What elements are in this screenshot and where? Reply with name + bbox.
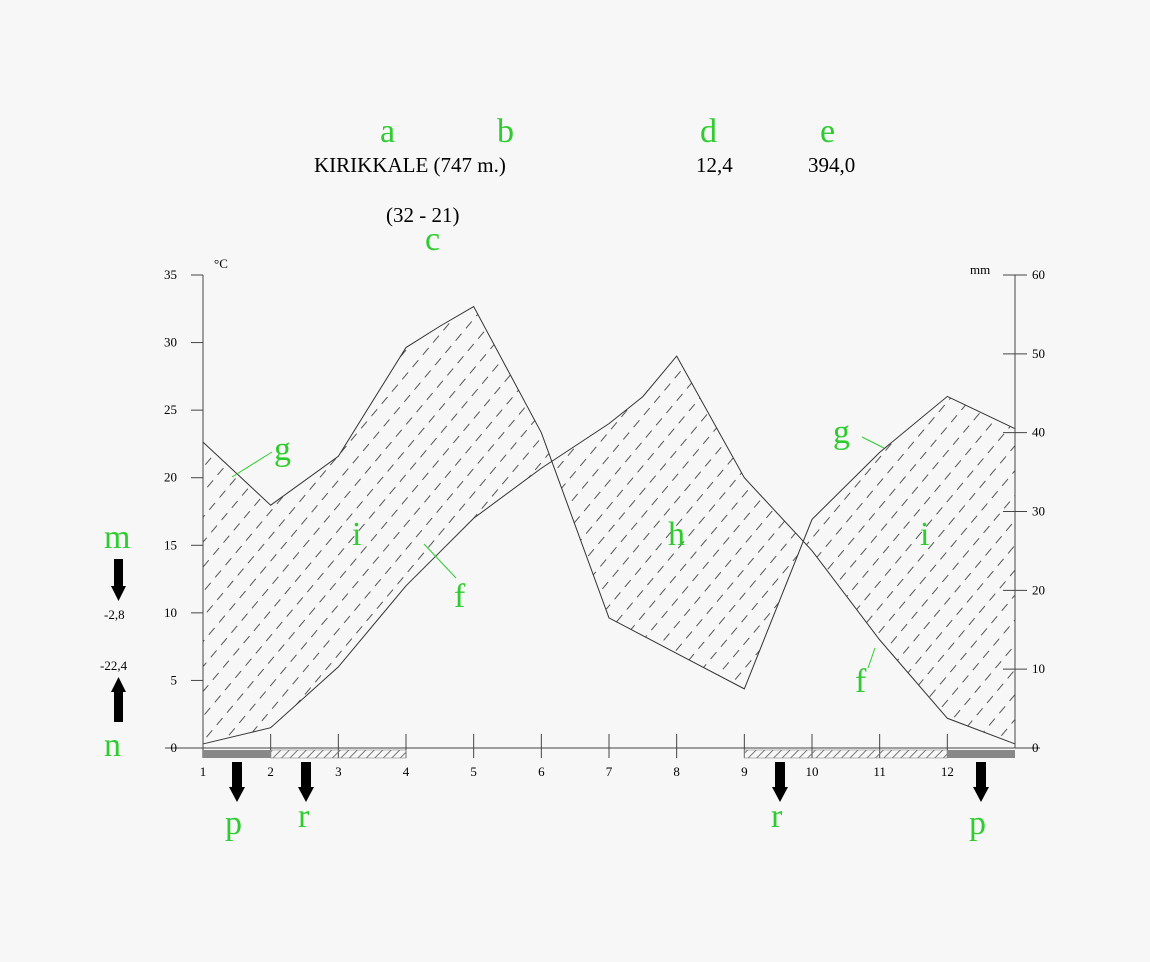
x-tick-label: 6 xyxy=(538,764,545,779)
x-tick-label: 9 xyxy=(741,764,748,779)
right-tick-label: 10 xyxy=(1032,661,1045,676)
possible-frost-bar xyxy=(270,749,407,759)
leader-g-right xyxy=(861,436,885,449)
x-tick-label: 1 xyxy=(200,764,207,779)
right-tick-label: 0 xyxy=(1032,740,1039,755)
letter-i-right: i xyxy=(920,516,929,553)
certain-frost-bar xyxy=(203,750,271,758)
arrow-up-icon xyxy=(111,677,126,722)
left-tick-label: 10 xyxy=(164,605,177,620)
right-tick-label: 30 xyxy=(1032,504,1045,519)
letter-i-left: i xyxy=(352,516,361,553)
right-tick-label: 50 xyxy=(1032,346,1045,361)
absolute-min: -22,4 xyxy=(100,658,128,673)
arrow-down-icon xyxy=(229,762,245,802)
x-tick-label: 7 xyxy=(606,764,613,779)
letter-c: c xyxy=(425,221,440,258)
arrow-down-icon xyxy=(772,762,788,802)
arrow-down-icon xyxy=(111,559,126,601)
right-tick-label: 60 xyxy=(1032,267,1045,282)
arrow-down-icon xyxy=(973,762,989,802)
area-layer xyxy=(202,305,1016,745)
letter-d: d xyxy=(700,113,717,150)
certain-frost-bar xyxy=(947,750,1015,758)
right-tick-label: 40 xyxy=(1032,425,1045,440)
hatched-area xyxy=(203,306,1015,744)
temperature-line xyxy=(202,355,1016,745)
x-tick-label: 2 xyxy=(267,764,274,779)
precipitation-line xyxy=(202,305,1016,690)
letter-p-left: p xyxy=(225,805,242,842)
right-tick-label: 20 xyxy=(1032,582,1045,597)
left-tick-label: 25 xyxy=(164,402,177,417)
letter-r-left: r xyxy=(298,798,310,835)
x-tick-label: 5 xyxy=(470,764,477,779)
mean-temperature: 12,4 xyxy=(696,153,733,177)
left-tick-label: 20 xyxy=(164,470,177,485)
letter-g-left: g xyxy=(274,431,291,468)
letter-r-right: r xyxy=(771,798,783,835)
x-tick-label: 4 xyxy=(403,764,410,779)
leader-f-right xyxy=(867,647,876,669)
left-unit-label: °C xyxy=(214,256,228,271)
letter-m: m xyxy=(104,519,130,556)
letter-n: n xyxy=(104,727,121,764)
letter-h: h xyxy=(668,516,685,553)
x-tick-label: 12 xyxy=(941,764,954,779)
letter-g-right: g xyxy=(833,414,850,451)
left-tick-label: 35 xyxy=(164,267,177,282)
letter-f-right: f xyxy=(855,663,867,700)
arrow-down-icon xyxy=(298,762,314,802)
leader-g-left xyxy=(231,451,273,478)
letter-f-left: f xyxy=(454,578,466,615)
station-name: KIRIKKALE (747 m.) xyxy=(314,153,506,177)
letter-a: a xyxy=(380,113,395,150)
total-precipitation: 394,0 xyxy=(808,153,855,177)
x-tick-label: 10 xyxy=(806,764,819,779)
x-tick-label: 11 xyxy=(873,764,886,779)
left-tick-label: 0 xyxy=(171,740,178,755)
possible-frost-bar xyxy=(744,749,948,759)
letter-e: e xyxy=(820,113,835,150)
right-unit-label: mm xyxy=(970,262,990,277)
absolute-min-average: -2,8 xyxy=(104,607,125,622)
x-tick-label: 3 xyxy=(335,764,342,779)
left-tick-label: 30 xyxy=(164,335,177,350)
leader-f-left xyxy=(423,543,457,579)
observation-years: (32 - 21) xyxy=(386,203,459,227)
letter-p-right: p xyxy=(969,805,986,842)
x-tick-label: 8 xyxy=(673,764,680,779)
left-tick-label: 5 xyxy=(171,672,178,687)
left-tick-label: 15 xyxy=(164,537,177,552)
letter-b: b xyxy=(497,113,514,150)
